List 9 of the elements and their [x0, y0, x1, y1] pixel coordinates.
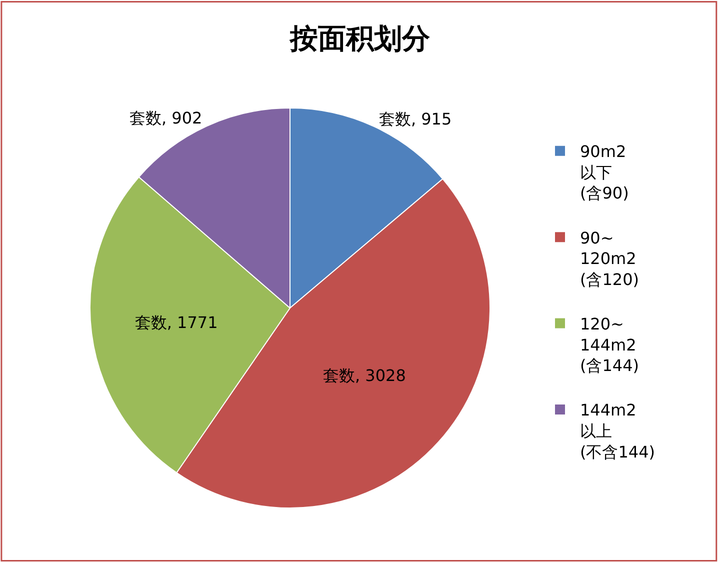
data-label: 套数, 915: [378, 109, 452, 128]
legend-label: 144m2 以上 (不含144): [580, 400, 656, 462]
legend-label: 90~ 120m2 (含120): [580, 228, 640, 289]
data-label: 套数, 3028: [323, 366, 406, 385]
legend-label: 90m2 以下 (含90): [580, 142, 629, 203]
data-label: 套数, 902: [129, 108, 202, 128]
data-label: 套数, 1771: [134, 312, 218, 332]
chart-title: 按面积划分: [289, 22, 431, 55]
legend-label: 120~ 144m2 (含144): [580, 314, 640, 376]
